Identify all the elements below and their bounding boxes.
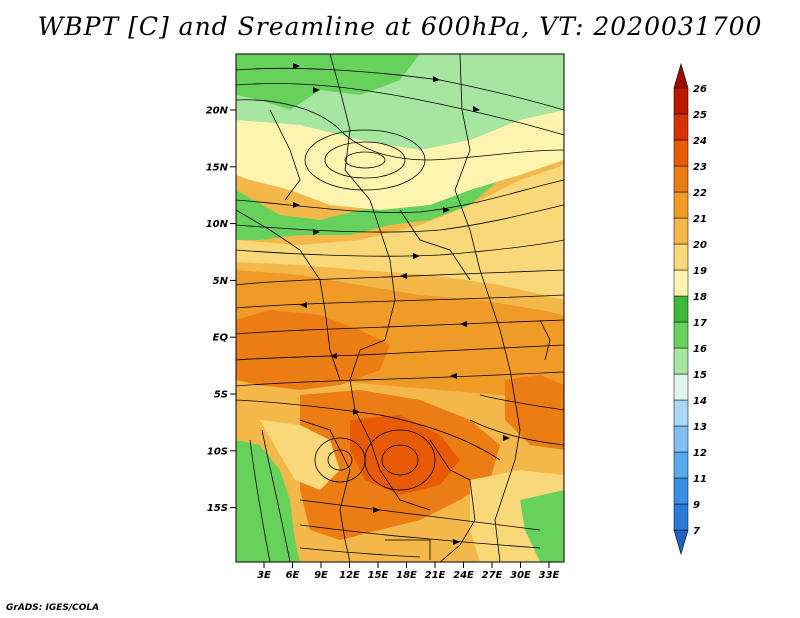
colorbar-label: 26 (693, 84, 707, 95)
colorbar-high-arrow (673, 62, 689, 89)
map-frame (235, 53, 565, 563)
colorbar: 7 9 11 12 13 14 15 16 17 18 19 20 21 22 23 24 25 26 (673, 62, 707, 556)
colorbar-label: 17 (693, 318, 707, 329)
lat-tick-label: 10N (206, 219, 229, 230)
lon-tick-label: 30E (510, 570, 531, 581)
longitude-axis: 3E 6E 9E 12E 15E 18E 21E 24E 27E 30E 33E (257, 562, 560, 581)
streamline-arrows (293, 63, 510, 545)
lon-tick-label: 33E (539, 570, 560, 581)
colorbar-label: 16 (693, 344, 707, 355)
colorbar-swatch (673, 425, 689, 453)
wbpt-field-very-hot (350, 415, 460, 495)
colorbar-label: 9 (693, 500, 700, 511)
lat-tick-label: 10S (207, 446, 228, 457)
colorbar-label: 18 (693, 292, 707, 303)
lon-tick-label: 12E (339, 570, 360, 581)
colorbar-low-arrow (673, 529, 689, 556)
wbpt-field-light-orange (236, 165, 564, 300)
wbpt-field-south-west-yellow (260, 420, 340, 490)
colorbar-label: 11 (693, 474, 707, 485)
map-plot-area (236, 54, 564, 562)
colorbar-swatch (673, 191, 689, 219)
lon-tick-label: 21E (425, 570, 446, 581)
colorbar-swatch (673, 269, 689, 297)
lon-tick-label: 9E (314, 570, 328, 581)
lon-tick-label: 18E (396, 570, 417, 581)
colorbar-label: 21 (693, 214, 707, 225)
lat-tick-label: EQ (213, 333, 229, 344)
wbpt-field-green-band (236, 155, 520, 240)
colorbar-label: 20 (693, 240, 707, 251)
lat-tick-label: 15S (207, 503, 228, 514)
colorbar-label: 24 (693, 136, 707, 147)
lon-tick-label: 6E (286, 570, 300, 581)
grads-credit: GrADS: IGES/COLA (6, 603, 100, 613)
map-boundaries (236, 54, 551, 562)
colorbar-swatch (673, 347, 689, 375)
lon-tick-label: 15E (368, 570, 389, 581)
colorbar-label: 25 (693, 110, 707, 121)
colorbar-swatch (673, 477, 689, 505)
colorbar-swatch (673, 87, 689, 115)
colorbar-swatch (673, 399, 689, 427)
colorbar-label: 12 (693, 448, 707, 459)
chart-title: WBPT [C] and Sreamline at 600hPa, VT: 20… (37, 12, 763, 41)
colorbar-swatch (673, 295, 689, 323)
wbpt-field-yellow-band (236, 110, 564, 210)
lon-tick-label: 24E (453, 570, 474, 581)
wbpt-field-south-east-green (520, 490, 564, 562)
colorbar-swatch (673, 113, 689, 141)
colorbar-label: 13 (693, 422, 707, 433)
colorbar-swatch (673, 217, 689, 245)
lat-tick-label: 5N (213, 276, 229, 287)
colorbar-label: 7 (693, 526, 700, 537)
colorbar-label: 19 (693, 266, 707, 277)
lon-tick-label: 3E (257, 570, 271, 581)
colorbar-label: 14 (693, 396, 707, 407)
colorbar-swatch (673, 243, 689, 271)
lon-tick-label: 27E (482, 570, 503, 581)
colorbar-label: 23 (693, 162, 707, 173)
lat-tick-label: 15N (206, 162, 229, 173)
colorbar-swatch (673, 165, 689, 193)
colorbar-label: 22 (693, 188, 707, 199)
colorbar-swatch (673, 139, 689, 167)
lat-tick-label: 5S (214, 390, 228, 401)
colorbar-swatch (673, 321, 689, 349)
latitude-axis: 20N 15N 10N 5N EQ 5S 10S 15S (206, 106, 236, 514)
colorbar-label: 15 (693, 370, 707, 381)
colorbar-swatch (673, 503, 689, 531)
colorbar-swatch (673, 451, 689, 479)
streamlines (236, 67, 564, 562)
wbpt-field-hot-west (236, 310, 390, 390)
colorbar-swatch (673, 373, 689, 401)
lat-tick-label: 20N (206, 106, 229, 117)
